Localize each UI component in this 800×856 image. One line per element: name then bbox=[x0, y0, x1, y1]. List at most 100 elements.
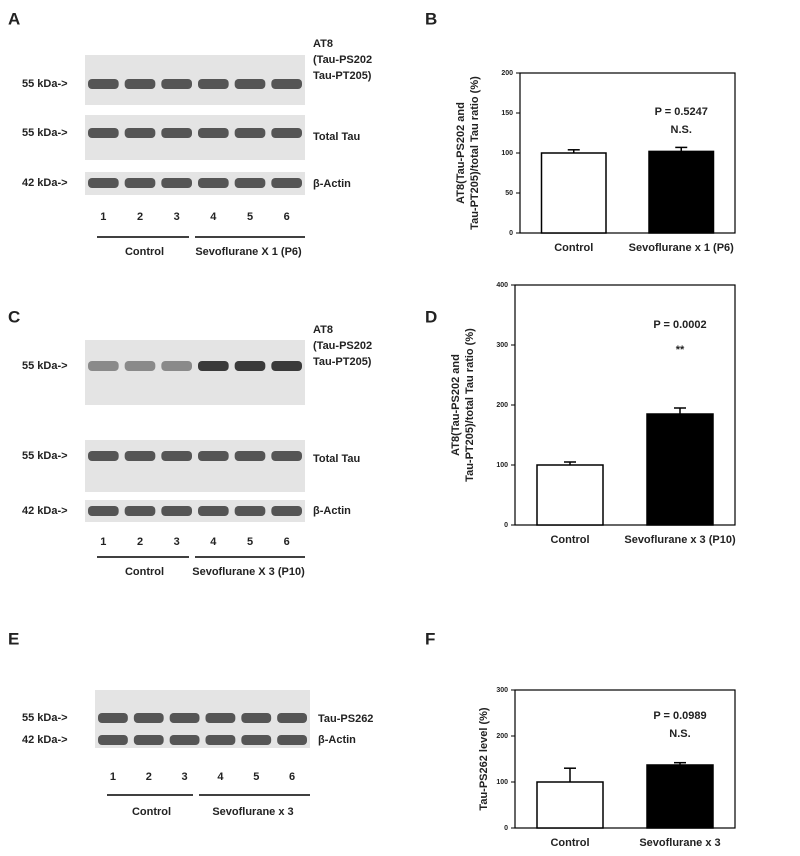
panel-letter: E bbox=[8, 629, 19, 648]
blot-membrane bbox=[85, 340, 305, 405]
band bbox=[205, 735, 236, 745]
y-axis-label: AT8(Tau-PS202 and bbox=[450, 354, 462, 456]
band bbox=[234, 361, 266, 371]
band-label: Tau-PS262 bbox=[318, 713, 373, 725]
group-label: Sevoflurane X 3 (P10) bbox=[192, 566, 305, 578]
lane-number: 4 bbox=[217, 771, 224, 783]
blot-membrane bbox=[85, 115, 305, 160]
lane-number: 2 bbox=[137, 536, 143, 548]
band bbox=[169, 713, 200, 723]
y-tick-label: 200 bbox=[496, 733, 508, 740]
band-label: (Tau-PS202 bbox=[313, 340, 372, 352]
band bbox=[198, 361, 229, 371]
lane-number: 5 bbox=[247, 536, 253, 548]
band bbox=[124, 178, 156, 188]
y-tick-label: 200 bbox=[496, 402, 508, 409]
panel-letter: D bbox=[425, 307, 437, 326]
y-tick-label: 100 bbox=[496, 779, 508, 786]
lane-number: 1 bbox=[100, 211, 106, 223]
blot-membrane bbox=[85, 172, 305, 195]
annotation: ** bbox=[676, 344, 685, 356]
band bbox=[277, 735, 307, 745]
lane-number: 6 bbox=[289, 771, 295, 783]
band-label: β-Actin bbox=[313, 178, 351, 190]
band bbox=[169, 735, 200, 745]
lane-number: 1 bbox=[100, 536, 106, 548]
band bbox=[88, 506, 119, 516]
band bbox=[234, 79, 266, 89]
band bbox=[198, 79, 229, 89]
lane-number: 6 bbox=[284, 211, 290, 223]
x-tick-label: Control bbox=[550, 837, 589, 849]
band bbox=[161, 178, 192, 188]
x-tick-label: Control bbox=[554, 242, 593, 254]
y-tick-label: 0 bbox=[504, 522, 508, 529]
band bbox=[241, 713, 272, 723]
group-label: Control bbox=[125, 246, 164, 258]
band-label: Total Tau bbox=[313, 453, 360, 465]
y-tick-label: 150 bbox=[501, 110, 513, 117]
band-label: Tau-PT205) bbox=[313, 356, 372, 368]
lane-number: 3 bbox=[174, 536, 180, 548]
band-label: β-Actin bbox=[318, 734, 356, 746]
annotation: P = 0.5247 bbox=[655, 106, 708, 118]
x-tick-label: Sevoflurane x 3 (P10) bbox=[624, 534, 736, 546]
lane-number: 3 bbox=[174, 211, 180, 223]
panel-letter: F bbox=[425, 629, 435, 648]
lane-number: 6 bbox=[284, 536, 290, 548]
annotation: P = 0.0002 bbox=[653, 319, 706, 331]
band bbox=[88, 178, 119, 188]
band bbox=[205, 713, 236, 723]
band bbox=[271, 451, 302, 461]
band bbox=[271, 506, 302, 516]
band bbox=[88, 79, 119, 89]
band bbox=[198, 506, 229, 516]
y-axis-label: Tau-PT205)/total Tau ratio (%) bbox=[464, 328, 476, 482]
band bbox=[161, 79, 192, 89]
annotation: N.S. bbox=[669, 728, 690, 740]
band bbox=[133, 713, 164, 723]
group-label: Sevoflurane X 1 (P6) bbox=[195, 246, 302, 258]
y-tick-label: 300 bbox=[496, 687, 508, 694]
band bbox=[234, 128, 266, 138]
lane-number: 5 bbox=[247, 211, 253, 223]
mw-marker: 42 kDa-> bbox=[22, 177, 68, 189]
x-tick-label: Sevoflurane x 3 bbox=[639, 837, 720, 849]
y-tick-label: 0 bbox=[504, 825, 508, 832]
band bbox=[124, 128, 156, 138]
lane-number: 4 bbox=[210, 211, 217, 223]
annotation: N.S. bbox=[671, 124, 692, 136]
y-tick-label: 200 bbox=[501, 70, 513, 77]
blot-membrane bbox=[85, 55, 305, 105]
y-tick-label: 50 bbox=[505, 190, 513, 197]
y-tick-label: 300 bbox=[496, 342, 508, 349]
band-label: AT8 bbox=[313, 38, 333, 50]
bar bbox=[646, 413, 714, 526]
band bbox=[161, 506, 192, 516]
band-label: Total Tau bbox=[313, 131, 360, 143]
band bbox=[198, 178, 229, 188]
lane-number: 1 bbox=[110, 771, 116, 783]
band bbox=[133, 735, 164, 745]
bar bbox=[648, 150, 715, 234]
panel-letter: C bbox=[8, 307, 20, 326]
mw-marker: 55 kDa-> bbox=[22, 78, 68, 90]
annotation: P = 0.0989 bbox=[653, 710, 706, 722]
blot-membrane bbox=[85, 440, 305, 492]
mw-marker: 55 kDa-> bbox=[22, 712, 68, 724]
x-tick-label: Control bbox=[550, 534, 589, 546]
panel-letter: B bbox=[425, 9, 437, 28]
lane-number: 3 bbox=[182, 771, 188, 783]
group-label: Sevoflurane x 3 bbox=[212, 806, 293, 818]
band bbox=[234, 451, 266, 461]
band bbox=[241, 735, 272, 745]
band-label: β-Actin bbox=[313, 505, 351, 517]
bar bbox=[536, 781, 604, 829]
y-tick-label: 0 bbox=[509, 230, 513, 237]
band-label: AT8 bbox=[313, 324, 333, 336]
group-label: Control bbox=[125, 566, 164, 578]
band bbox=[271, 128, 302, 138]
band bbox=[124, 451, 156, 461]
band-label: Tau-PT205) bbox=[313, 70, 372, 82]
band bbox=[161, 128, 192, 138]
